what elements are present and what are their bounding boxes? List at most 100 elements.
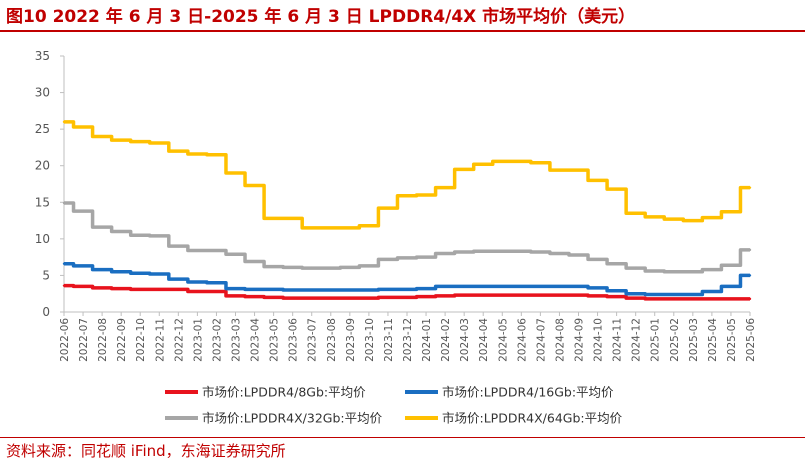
x-tick-label: 2023-08 xyxy=(326,318,338,362)
x-tick-label: 2024-08 xyxy=(554,318,566,362)
series-3-point xyxy=(634,212,637,215)
series-2-point xyxy=(729,263,733,267)
series-0-point xyxy=(462,293,466,297)
series-0-point xyxy=(615,295,618,298)
series-3-point xyxy=(482,163,485,166)
series-1-point xyxy=(501,285,504,288)
y-tick-label: 25 xyxy=(35,122,50,136)
series-layer xyxy=(62,120,752,301)
x-tick-label: 2024-07 xyxy=(535,318,547,362)
x-tick-label: 2023-09 xyxy=(345,318,357,362)
series-3-point xyxy=(729,210,733,213)
x-tick-label: 2025-04 xyxy=(707,318,719,362)
series-0-point xyxy=(272,296,275,299)
series-0-point xyxy=(234,294,237,298)
series-3-point xyxy=(158,141,161,145)
series-1-point xyxy=(348,288,352,292)
series-3-point xyxy=(215,153,218,156)
series-3-point xyxy=(234,171,237,175)
series-1-point xyxy=(729,285,733,288)
y-tick-label: 5 xyxy=(42,268,50,282)
x-tick-label: 2023-12 xyxy=(402,318,414,362)
series-1-point xyxy=(691,293,695,296)
series-3-point xyxy=(405,194,409,197)
series-2-point xyxy=(253,260,256,263)
series-0-point xyxy=(367,296,371,300)
series-3-point xyxy=(62,120,66,124)
series-1-point xyxy=(653,293,656,296)
series-2-point xyxy=(596,258,599,261)
figure-title: 图10 2022 年 6 月 3 日-2025 年 6 月 3 日 LPDDR4… xyxy=(6,7,636,27)
series-2-point xyxy=(691,270,695,273)
series-2-point xyxy=(177,244,180,248)
y-tick-label: 35 xyxy=(35,49,50,63)
series-0-point xyxy=(386,296,390,299)
x-tick-label: 2023-07 xyxy=(307,318,319,362)
series-0-point xyxy=(139,288,142,291)
series-1-point xyxy=(443,285,447,288)
series-2-point xyxy=(119,230,123,233)
series-1-point xyxy=(748,274,752,277)
x-tick-label: 2023-06 xyxy=(288,318,300,362)
series-0-point xyxy=(558,293,561,297)
y-tick-label: 30 xyxy=(35,86,50,100)
series-1-point xyxy=(386,288,390,291)
series-3-point xyxy=(672,217,675,221)
series-0-point xyxy=(539,293,542,297)
x-tick-label: 2022-12 xyxy=(173,318,185,362)
x-tick-label: 2025-03 xyxy=(688,318,700,362)
x-tick-label: 2022-08 xyxy=(97,318,109,362)
series-0-point xyxy=(653,297,656,301)
series-3-point xyxy=(501,160,504,163)
series-1-point xyxy=(253,288,256,291)
x-tick-label: 2024-04 xyxy=(478,318,490,362)
x-tick-label: 2025-01 xyxy=(650,318,662,362)
x-tick-label: 2024-05 xyxy=(497,318,509,362)
series-2-point xyxy=(405,256,409,260)
y-tick-label: 0 xyxy=(42,305,50,319)
series-3-point xyxy=(710,216,714,219)
series-0-point xyxy=(443,294,447,298)
x-tick-label: 2023-11 xyxy=(383,318,395,362)
series-0-point xyxy=(501,293,504,297)
series-3-point xyxy=(520,160,523,163)
x-tick-label: 2023-05 xyxy=(269,318,281,362)
series-2-point xyxy=(291,266,294,269)
series-2-point xyxy=(272,265,275,268)
series-1-point xyxy=(329,288,332,292)
series-2-point xyxy=(577,253,580,257)
series-0-point xyxy=(291,296,294,300)
series-0-point xyxy=(710,297,714,301)
series-0-point xyxy=(634,296,637,300)
series-2-point xyxy=(158,234,161,238)
x-tick-label: 2024-10 xyxy=(593,318,605,362)
series-2-point xyxy=(482,250,485,253)
series-2-point xyxy=(386,258,390,261)
series-3-point xyxy=(386,206,390,210)
series-1-point xyxy=(634,292,637,295)
series-0-point xyxy=(215,290,218,293)
series-1-point xyxy=(139,272,142,275)
legend-label-0: 市场价:LPDDR4/8Gb:平均价 xyxy=(202,385,366,400)
series-3-point xyxy=(691,219,695,222)
series-2-point xyxy=(748,248,752,252)
x-tick-label: 2024-03 xyxy=(459,318,471,362)
series-0-point xyxy=(329,296,332,300)
series-1-point xyxy=(196,280,199,284)
series-0-point xyxy=(119,287,123,290)
series-2-point xyxy=(139,234,142,237)
series-2-point xyxy=(424,255,428,259)
series-3-point xyxy=(539,161,542,164)
series-2-point xyxy=(443,252,447,255)
series-0-point xyxy=(177,288,180,291)
series-1-point xyxy=(367,288,371,292)
series-0-point xyxy=(748,297,752,301)
series-1-point xyxy=(234,287,237,290)
series-1-point xyxy=(615,289,618,292)
legend: 市场价:LPDDR4/8Gb:平均价 市场价:LPDDR4/16Gb:平均价市场价… xyxy=(165,385,623,426)
series-2-point xyxy=(501,250,504,253)
title-divider xyxy=(0,30,805,32)
series-2-point xyxy=(462,250,466,254)
legend-label-3: 市场价:LPDDR4X/64Gb:平均价 xyxy=(442,411,623,426)
series-line-2 xyxy=(64,201,750,274)
